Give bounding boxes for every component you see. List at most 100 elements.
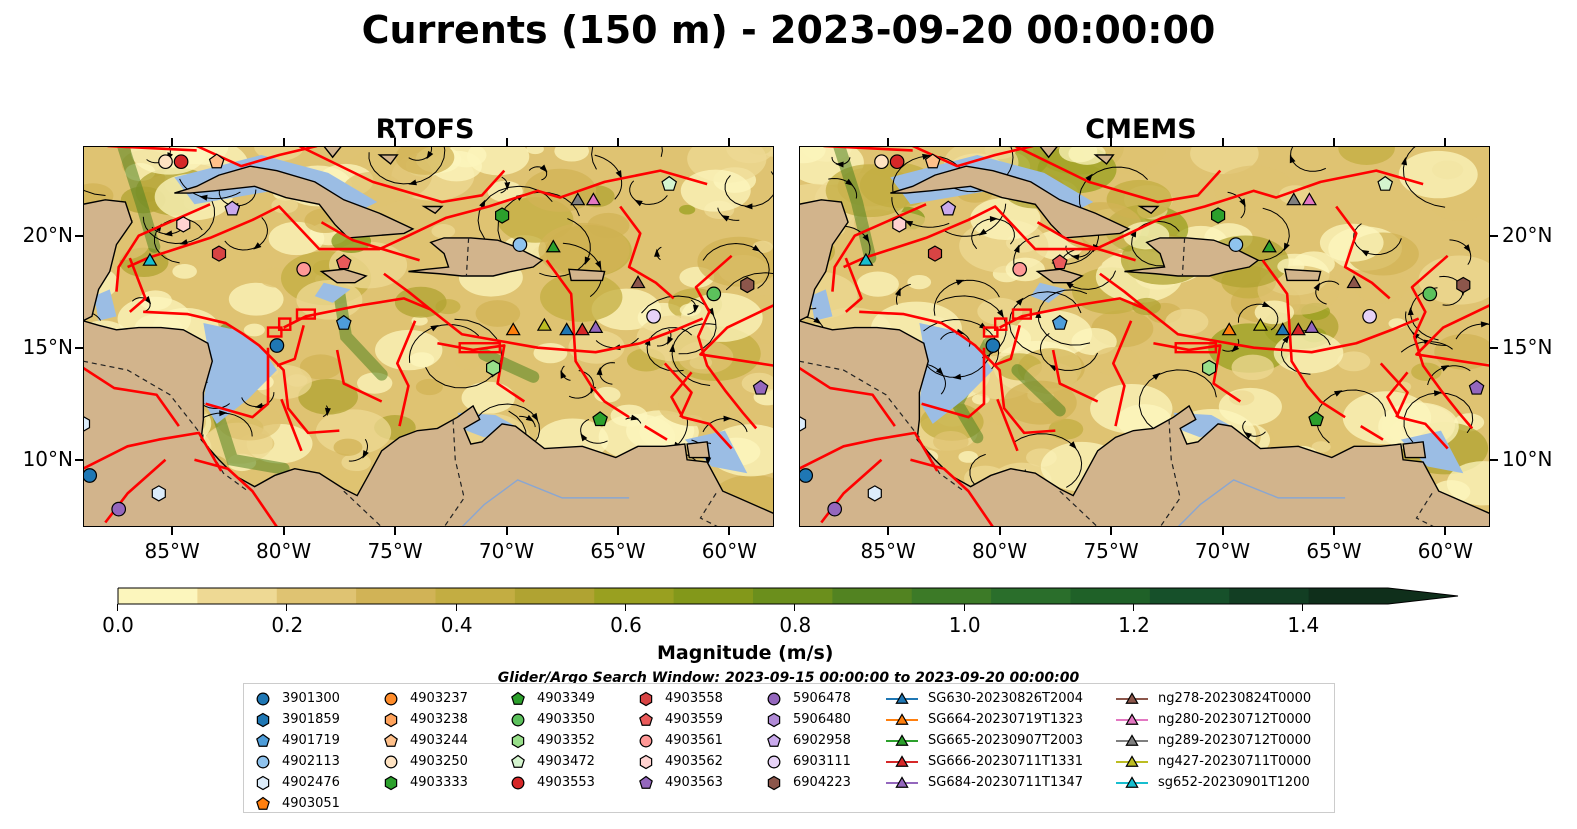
- legend-item[interactable]: 5906480: [765, 709, 851, 730]
- marker-4903244[interactable]: [208, 153, 225, 169]
- legend-item[interactable]: 4903349: [509, 688, 595, 709]
- marker-4903333[interactable]: [495, 207, 510, 224]
- marker-4902476b[interactable]: [867, 485, 882, 502]
- legend-item[interactable]: 4903238: [382, 709, 468, 730]
- marker-ng280-20230712T0000[interactable]: [1301, 192, 1317, 206]
- marker-4901719[interactable]: [335, 314, 352, 330]
- marker-6902958[interactable]: [940, 200, 957, 216]
- marker-SG666-20230711T1331[interactable]: [574, 322, 590, 336]
- legend-item[interactable]: ng427-20230711T0000: [1116, 751, 1311, 772]
- marker-ng278-20230824T0000[interactable]: [630, 275, 646, 289]
- legend-item[interactable]: 3901859: [254, 709, 340, 730]
- marker-4903562[interactable]: [176, 216, 191, 233]
- marker-4903350[interactable]: [706, 286, 722, 302]
- marker-4903558[interactable]: [927, 245, 943, 262]
- marker-sg652-20230901T1200[interactable]: [858, 252, 874, 266]
- marker-4902476[interactable]: [83, 415, 91, 433]
- legend-item[interactable]: ng289-20230712T0000: [1116, 730, 1311, 751]
- legend-item[interactable]: 4903250: [382, 751, 468, 772]
- marker-4903244[interactable]: [924, 153, 941, 169]
- marker-ng280-20230712T0000[interactable]: [585, 192, 601, 206]
- marker-4903553[interactable]: [173, 154, 189, 170]
- map-panel-cmems[interactable]: [799, 146, 1490, 527]
- marker-4903553[interactable]: [889, 154, 905, 170]
- marker-4901719[interactable]: [1051, 314, 1068, 330]
- legend-item[interactable]: 5906478: [765, 688, 851, 709]
- legend-item[interactable]: 6903111: [765, 751, 851, 772]
- legend-item[interactable]: SG665-20230907T2003: [886, 730, 1083, 751]
- legend-item[interactable]: 6904223: [765, 772, 851, 793]
- legend-item[interactable]: 4903472: [509, 751, 595, 772]
- marker-3901300[interactable]: [269, 338, 285, 353]
- marker-SG664-20230719T1323[interactable]: [505, 322, 521, 336]
- legend-item[interactable]: SG666-20230711T1331: [886, 751, 1083, 772]
- marker-3901859[interactable]: [799, 468, 814, 483]
- marker-ng289-20230712T0000[interactable]: [1286, 192, 1302, 206]
- marker-SG630-20230826T2004[interactable]: [559, 322, 575, 336]
- map-panel-rtofs[interactable]: [83, 146, 774, 527]
- legend-item[interactable]: 4903244: [382, 730, 468, 751]
- legend-item[interactable]: 4903237: [382, 688, 468, 709]
- marker-SG664-20230719T1323[interactable]: [1221, 322, 1237, 336]
- marker-4903250[interactable]: [874, 154, 889, 170]
- marker-4903563[interactable]: [752, 379, 769, 395]
- marker-4903563[interactable]: [1468, 379, 1485, 395]
- legend-item[interactable]: ng278-20230824T0000: [1116, 688, 1311, 709]
- marker-4902113[interactable]: [512, 237, 528, 252]
- legend-item[interactable]: 4903563: [637, 772, 723, 793]
- legend-item[interactable]: SG630-20230826T2004: [886, 688, 1083, 709]
- legend-item[interactable]: SG684-20230711T1347: [886, 772, 1083, 793]
- legend-item[interactable]: 4903350: [509, 709, 595, 730]
- legend-item[interactable]: ng280-20230712T0000: [1116, 709, 1311, 730]
- marker-4903352[interactable]: [486, 359, 501, 377]
- marker-ng278-20230824T0000[interactable]: [1346, 275, 1362, 289]
- marker-ng427-20230711T0000[interactable]: [536, 317, 552, 331]
- marker-4902476b[interactable]: [151, 485, 166, 502]
- legend-item[interactable]: 4903562: [637, 751, 723, 772]
- marker-6904223[interactable]: [1456, 276, 1471, 294]
- legend-item[interactable]: 4903558: [637, 688, 723, 709]
- legend-item[interactable]: 4902113: [254, 751, 340, 772]
- marker-6902958[interactable]: [224, 200, 241, 216]
- marker-SG684-20230711T1347[interactable]: [1304, 319, 1320, 333]
- marker-6903111[interactable]: [1362, 308, 1377, 324]
- marker-SG684-20230711T1347[interactable]: [588, 319, 604, 333]
- marker-5906478[interactable]: [111, 501, 127, 517]
- legend-item[interactable]: SG664-20230719T1323: [886, 709, 1083, 730]
- legend-item[interactable]: 4903553: [509, 772, 595, 793]
- marker-4903559[interactable]: [1051, 254, 1068, 270]
- marker-6904223[interactable]: [740, 276, 755, 294]
- marker-SG665-20230907T2003[interactable]: [1261, 239, 1277, 253]
- marker-4902113[interactable]: [1228, 237, 1244, 252]
- marker-SG666-20230711T1331[interactable]: [1290, 322, 1306, 336]
- marker-SG630-20230826T2004[interactable]: [1275, 322, 1291, 336]
- legend-item[interactable]: 3901300: [254, 688, 340, 709]
- marker-4903250[interactable]: [158, 154, 173, 170]
- marker-ng427-20230711T0000[interactable]: [1252, 317, 1268, 331]
- legend-item[interactable]: sg652-20230901T1200: [1116, 772, 1311, 793]
- marker-4903562[interactable]: [892, 216, 907, 233]
- marker-3901300[interactable]: [985, 338, 1001, 353]
- marker-SG665-20230907T2003[interactable]: [545, 239, 561, 253]
- legend-item[interactable]: 4903559: [637, 709, 723, 730]
- legend-item[interactable]: 4903561: [637, 730, 723, 751]
- marker-5906478[interactable]: [827, 501, 843, 517]
- marker-4902476[interactable]: [799, 415, 807, 433]
- marker-4903472[interactable]: [661, 175, 678, 191]
- marker-4903561[interactable]: [1012, 261, 1028, 277]
- marker-6903111[interactable]: [646, 308, 661, 324]
- marker-sg652-20230901T1200[interactable]: [142, 252, 158, 266]
- legend-item[interactable]: 4903352: [509, 730, 595, 751]
- marker-4903558[interactable]: [211, 245, 227, 262]
- legend-item[interactable]: 6902958: [765, 730, 851, 751]
- marker-3901859[interactable]: [83, 468, 98, 483]
- legend-item[interactable]: 4903333: [382, 772, 468, 793]
- marker-4903349[interactable]: [592, 411, 608, 427]
- marker-ng289-20230712T0000[interactable]: [570, 192, 586, 206]
- marker-4903349[interactable]: [1308, 411, 1324, 427]
- marker-4903561[interactable]: [296, 261, 312, 277]
- marker-4903472[interactable]: [1377, 175, 1394, 191]
- legend-item[interactable]: 4903051: [254, 793, 340, 814]
- legend-item[interactable]: 4901719: [254, 730, 340, 751]
- marker-4903350[interactable]: [1422, 286, 1438, 302]
